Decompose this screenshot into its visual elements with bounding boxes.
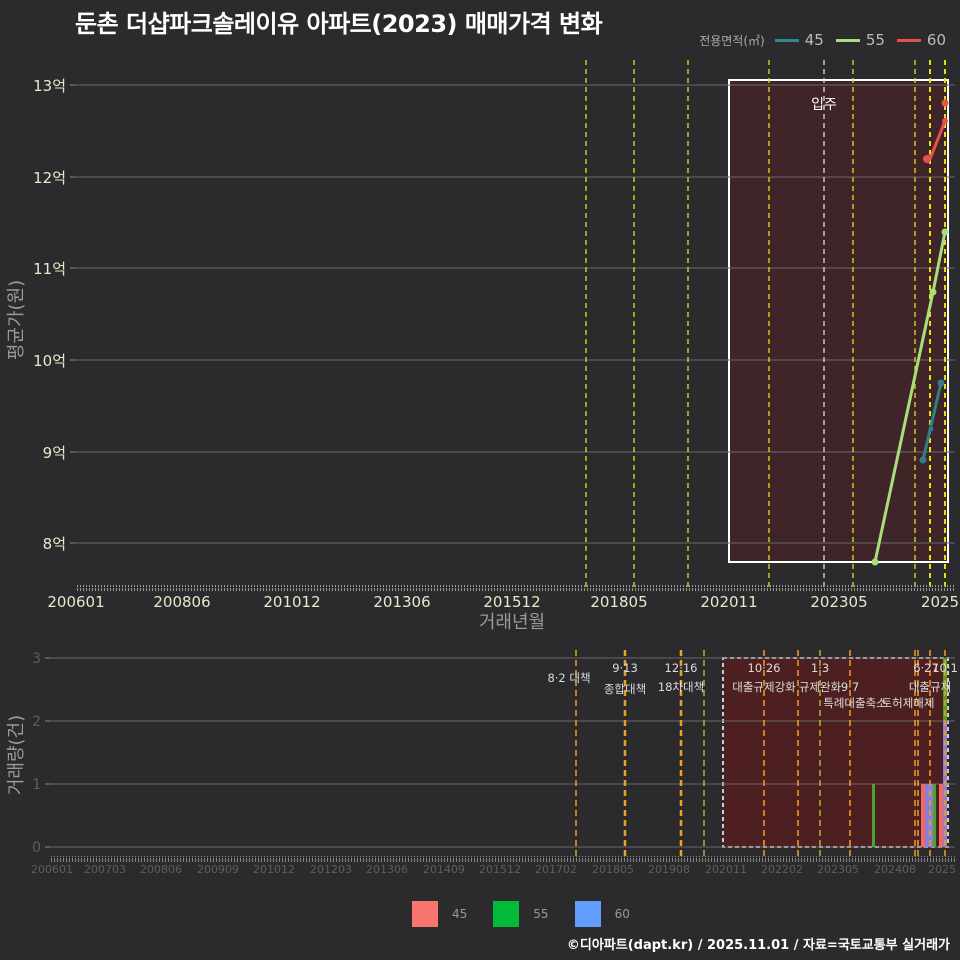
legend-swatch-55 (493, 901, 520, 927)
x-tick: 201012 (263, 593, 320, 611)
x-tick: 201306 (366, 863, 408, 876)
x-tick: 2025 (921, 593, 959, 611)
x-tick: 202011 (705, 863, 747, 876)
x-tick: 202305 (817, 863, 859, 876)
policy-annotations: 8·2 대책 9·13 종합대책 12·16 18차대책 10·26 대출규제강… (547, 661, 957, 710)
x-tick: 200601 (31, 863, 73, 876)
price-x-axis: 200601 200806 201012 201306 201512 20180… (47, 593, 959, 611)
policy-label: 종합대책 (604, 682, 646, 696)
y-axis-title: 평균가(원) (6, 280, 27, 360)
bar-55 (943, 658, 947, 721)
policy-label: 8·2 대책 (547, 671, 590, 685)
movein-label: 입주 (811, 97, 837, 113)
x-tick: 201805 (592, 863, 634, 876)
x-tick: 201512 (483, 593, 540, 611)
legend-swatch-60 (574, 901, 601, 927)
price-y-axis: 13억 12억 11억 10억 9억 8억 (33, 77, 66, 553)
volume-gridlines (50, 657, 955, 848)
x-tick: 202202 (761, 863, 803, 876)
policy-date: 9·7 (841, 680, 859, 694)
volume-y-axis: 3 2 1 0 (32, 651, 41, 856)
x-tick: 201306 (373, 593, 430, 611)
legend-label-55: 55 (865, 31, 885, 49)
legend-title: 전용면적(㎡) (699, 33, 765, 48)
x-tick: 200703 (84, 863, 126, 876)
x-tick: 201512 (479, 863, 521, 876)
series-55 (871, 228, 949, 566)
policy-label: 대출규제강화 (732, 680, 796, 694)
policy-label: 18차대책 (658, 680, 704, 694)
policy-lines-top (585, 60, 946, 588)
y-tick: 0 (32, 840, 41, 856)
x-tick: 202305 (810, 593, 867, 611)
source-credit: ©디아파트(dapt.kr) / 2025.11.01 / 자료=국토교통부 실… (566, 938, 950, 953)
x-tick: 201702 (535, 863, 577, 876)
legend-label-45: 45 (804, 31, 824, 49)
price-plot: 입주 13억 12억 11억 10억 9억 (6, 60, 959, 633)
x-minor-ticks-top (77, 585, 955, 591)
bar-55 (872, 784, 875, 847)
policy-date: 10·1 (932, 661, 958, 675)
volume-plot: 8·2 대책 9·13 종합대책 12·16 18차대책 10·26 대출규제강… (6, 650, 958, 876)
x-tick: 200601 (47, 593, 104, 611)
price-gridlines (75, 84, 955, 544)
x-tick: 201012 (253, 863, 295, 876)
x-tick: 201805 (590, 593, 647, 611)
x-tick: 200909 (197, 863, 239, 876)
bar-45 (939, 784, 943, 847)
top-legend: 전용면적(㎡) 45 55 60 (699, 31, 952, 49)
x-tick: 200806 (140, 863, 182, 876)
y-tick: 3 (32, 651, 41, 667)
movein-region (728, 79, 949, 563)
legend-label-60: 60 (614, 907, 630, 921)
legend-label-45: 45 (452, 907, 468, 921)
legend-swatch-55 (835, 38, 860, 42)
movein-region-bottom (722, 657, 949, 848)
bar-60 (931, 784, 933, 847)
policy-date: 10·26 (748, 661, 781, 675)
policy-date: 12·16 (665, 661, 698, 675)
legend-label-55: 55 (533, 907, 549, 921)
series-45 (919, 379, 945, 464)
legend-label-60: 60 (926, 31, 946, 49)
bottom-legend: 45 55 60 (412, 901, 656, 927)
y-tick: 8억 (43, 535, 66, 553)
bar-45 (921, 784, 925, 847)
policy-label: 규제완화 (799, 680, 842, 694)
x-tick: 201908 (648, 863, 690, 876)
bar-60 (925, 784, 931, 847)
x-tick: 2025 (928, 863, 956, 876)
policy-date: 9·13 (612, 661, 638, 675)
x-tick: 202011 (700, 593, 757, 611)
x-axis-title: 거래년월 (479, 612, 545, 633)
x-minor-ticks-bottom (51, 856, 955, 862)
chart-title: 둔촌 더샵파크솔레이유 아파트(2023) 매매가격 변화 (75, 10, 603, 38)
y-tick: 1 (32, 777, 41, 793)
legend-swatch-45 (412, 901, 438, 927)
y-tick: 2 (32, 714, 41, 730)
policy-lines-bottom (575, 650, 946, 860)
x-tick: 201203 (310, 863, 352, 876)
policy-date: 1·3 (811, 661, 829, 675)
policy-label: 토허제해제 (882, 696, 935, 710)
x-tick: 200806 (153, 593, 210, 611)
volume-x-axis: 200601 200703 200806 200909 201012 20120… (31, 863, 956, 876)
y-tick: 10억 (33, 352, 66, 370)
legend-swatch-60 (896, 38, 921, 42)
series-60 (923, 99, 949, 163)
policy-label: 대출규제 (909, 680, 951, 694)
y-tick: 9억 (43, 444, 66, 462)
x-tick: 201409 (423, 863, 465, 876)
y-tick: 13억 (33, 77, 66, 95)
y-tick: 11억 (33, 260, 66, 278)
y-tick: 12억 (33, 169, 66, 187)
policy-date: 6·27 (913, 661, 939, 675)
legend-swatch-45 (774, 38, 799, 42)
x-tick: 202408 (874, 863, 916, 876)
bar-55 (933, 784, 936, 847)
policy-label: 특례대출축소 (823, 696, 886, 710)
volume-y-axis-title: 거래량(건) (6, 715, 27, 795)
